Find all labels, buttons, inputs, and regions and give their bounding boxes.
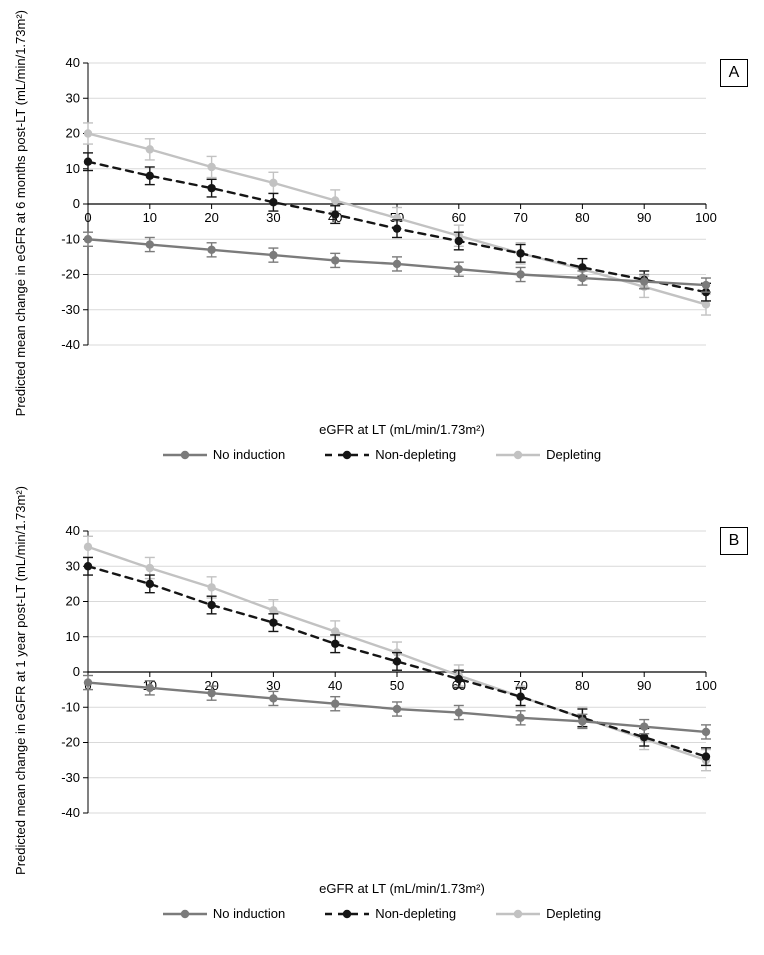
svg-text:30: 30 xyxy=(266,210,280,225)
svg-text:-40: -40 xyxy=(61,337,80,352)
svg-text:90: 90 xyxy=(637,678,651,693)
legend-item-non_depleting: Non-depleting xyxy=(325,906,456,921)
svg-text:-30: -30 xyxy=(61,770,80,785)
svg-text:10: 10 xyxy=(143,210,157,225)
panel-a: Predicted mean change in eGFR at 6 month… xyxy=(10,10,754,462)
legend-swatch-depleting xyxy=(496,907,540,921)
legend-label-no_induction: No induction xyxy=(213,447,285,462)
svg-text:-10: -10 xyxy=(61,231,80,246)
svg-text:10: 10 xyxy=(66,161,80,176)
legend-item-depleting: Depleting xyxy=(496,447,601,462)
svg-text:20: 20 xyxy=(66,593,80,608)
svg-text:0: 0 xyxy=(73,196,80,211)
figure: Predicted mean change in eGFR at 6 month… xyxy=(10,10,754,921)
svg-text:20: 20 xyxy=(204,210,218,225)
svg-text:0: 0 xyxy=(73,664,80,679)
panel-letter-a: A xyxy=(720,59,748,87)
svg-text:30: 30 xyxy=(66,558,80,573)
svg-text:-10: -10 xyxy=(61,699,80,714)
legend-item-depleting: Depleting xyxy=(496,906,601,921)
x-axis-label-a: eGFR at LT (mL/min/1.73m²) xyxy=(10,422,754,437)
svg-text:80: 80 xyxy=(575,678,589,693)
svg-text:40: 40 xyxy=(328,678,342,693)
legend-item-no_induction: No induction xyxy=(163,447,285,462)
y-axis-label-a: Predicted mean change in eGFR at 6 month… xyxy=(10,10,38,416)
svg-text:-20: -20 xyxy=(61,267,80,282)
svg-text:60: 60 xyxy=(452,210,466,225)
legend-label-non_depleting: Non-depleting xyxy=(375,447,456,462)
svg-text:-40: -40 xyxy=(61,805,80,820)
legend-label-no_induction: No induction xyxy=(213,906,285,921)
legend-b: No induction Non-depleting Depleting xyxy=(10,906,754,921)
panel-b: Predicted mean change in eGFR at 1 year … xyxy=(10,486,754,921)
x-axis-label-b: eGFR at LT (mL/min/1.73m²) xyxy=(10,881,754,896)
legend-swatch-non_depleting xyxy=(325,448,369,462)
legend-swatch-no_induction xyxy=(163,448,207,462)
chart-b: -40-30-20-100102030400102030405060708090… xyxy=(38,521,718,841)
legend-swatch-depleting xyxy=(496,448,540,462)
svg-text:70: 70 xyxy=(513,210,527,225)
legend-item-non_depleting: Non-depleting xyxy=(325,447,456,462)
legend-label-non_depleting: Non-depleting xyxy=(375,906,456,921)
legend-label-depleting: Depleting xyxy=(546,906,601,921)
svg-text:40: 40 xyxy=(66,55,80,70)
svg-text:20: 20 xyxy=(66,126,80,141)
chart-a: -40-30-20-100102030400102030405060708090… xyxy=(38,53,718,373)
svg-text:30: 30 xyxy=(66,90,80,105)
svg-text:100: 100 xyxy=(695,210,717,225)
legend-a: No induction Non-depleting Depleting xyxy=(10,447,754,462)
y-axis-label-b: Predicted mean change in eGFR at 1 year … xyxy=(10,486,38,875)
legend-item-no_induction: No induction xyxy=(163,906,285,921)
svg-text:0: 0 xyxy=(84,210,91,225)
svg-text:50: 50 xyxy=(390,678,404,693)
svg-text:-30: -30 xyxy=(61,302,80,317)
svg-text:40: 40 xyxy=(66,523,80,538)
svg-text:90: 90 xyxy=(637,210,651,225)
panel-letter-b: B xyxy=(720,527,748,555)
svg-text:10: 10 xyxy=(66,629,80,644)
legend-label-depleting: Depleting xyxy=(546,447,601,462)
legend-swatch-no_induction xyxy=(163,907,207,921)
svg-text:-20: -20 xyxy=(61,734,80,749)
svg-text:100: 100 xyxy=(695,678,717,693)
svg-text:80: 80 xyxy=(575,210,589,225)
legend-swatch-non_depleting xyxy=(325,907,369,921)
